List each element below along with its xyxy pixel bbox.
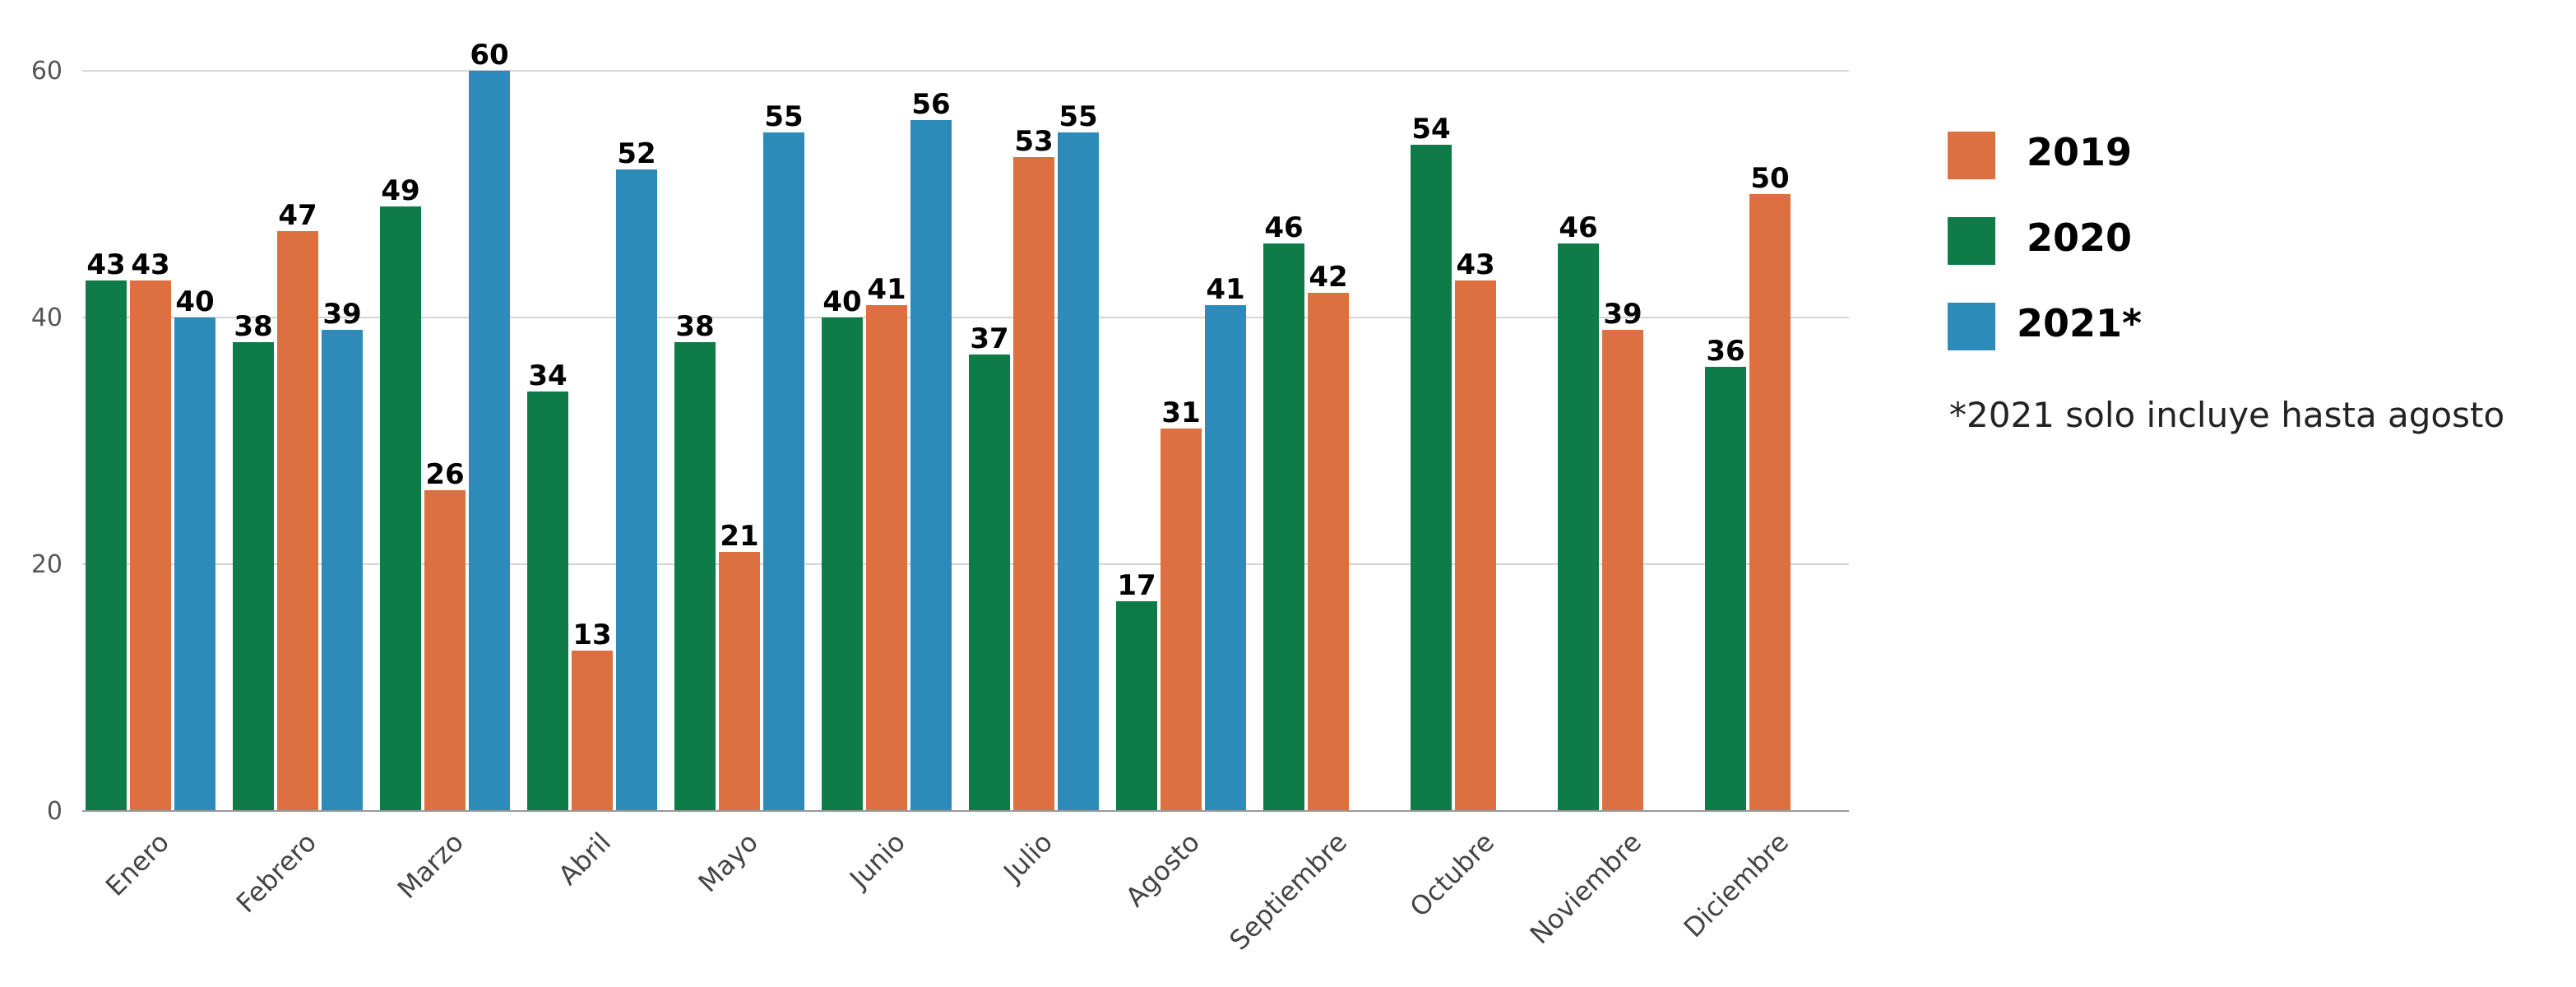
bar-2021-junio bbox=[910, 120, 952, 811]
data-label: 17 bbox=[1117, 569, 1156, 602]
data-label: 53 bbox=[1014, 125, 1053, 158]
data-label: 49 bbox=[381, 174, 419, 207]
data-label: 60 bbox=[470, 39, 508, 72]
bar-2019-enero bbox=[130, 280, 171, 811]
bar-2020-abril bbox=[527, 392, 568, 811]
data-label: 39 bbox=[322, 298, 361, 331]
x-category-label: Junio bbox=[842, 827, 911, 896]
data-label: 55 bbox=[764, 100, 803, 133]
bar-2021-julio bbox=[1058, 132, 1099, 811]
bar-2020-noviembre bbox=[1558, 243, 1599, 811]
data-label: 47 bbox=[278, 199, 317, 232]
x-category-label: Octubre bbox=[1404, 827, 1500, 923]
data-label: 43 bbox=[131, 248, 169, 281]
data-label: 21 bbox=[720, 520, 758, 553]
bar-2020-octubre bbox=[1411, 145, 1452, 811]
x-category-label: Marzo bbox=[391, 827, 470, 905]
data-label: 56 bbox=[911, 88, 950, 121]
data-label: 38 bbox=[234, 310, 272, 343]
bar-2019-junio bbox=[866, 305, 907, 811]
y-tick-label: 40 bbox=[31, 304, 63, 332]
data-label: 41 bbox=[867, 273, 906, 306]
bar-2020-marzo bbox=[380, 206, 421, 811]
data-label: 52 bbox=[617, 137, 656, 170]
y-tick-label: 60 bbox=[31, 57, 63, 86]
bar-2020-febrero bbox=[233, 342, 274, 811]
x-category-label: Diciembre bbox=[1678, 827, 1795, 943]
bars bbox=[86, 71, 1791, 811]
x-category-label: Abril bbox=[552, 827, 617, 892]
x-category-label: Noviembre bbox=[1524, 827, 1647, 950]
x-category-label: Enero bbox=[100, 827, 175, 902]
bar-2019-mayo bbox=[719, 552, 760, 811]
data-label: 50 bbox=[1750, 162, 1789, 195]
data-label: 54 bbox=[1411, 113, 1450, 146]
legend-swatch-2020 bbox=[1948, 217, 1995, 265]
bar-2020-julio bbox=[969, 354, 1010, 811]
legend-note: *2021 solo incluye hasta agosto bbox=[1949, 395, 2505, 435]
bar-2019-abril bbox=[572, 651, 613, 811]
legend-label-2020: 2020 bbox=[2027, 215, 2133, 260]
bar-2021-mayo bbox=[763, 132, 804, 811]
legend-label-2021: 2021* bbox=[2017, 301, 2143, 345]
x-category-label: Julio bbox=[996, 827, 1059, 889]
bar-2021-marzo bbox=[469, 71, 510, 811]
x-category-label: Agosto bbox=[1119, 827, 1206, 913]
data-label: 38 bbox=[675, 310, 714, 343]
bar-2021-abril bbox=[616, 169, 657, 811]
bar-2019-diciembre bbox=[1749, 194, 1791, 811]
x-category-label: Mayo bbox=[693, 827, 764, 898]
bar-2021-febrero bbox=[322, 330, 363, 811]
x-category-label: Septiembre bbox=[1223, 827, 1353, 957]
data-label: 34 bbox=[528, 359, 567, 392]
data-label: 40 bbox=[175, 285, 214, 318]
bar-2020-diciembre bbox=[1705, 367, 1746, 811]
bar-2021-enero bbox=[174, 317, 215, 811]
bar-2019-febrero bbox=[277, 231, 318, 811]
bar-2020-junio bbox=[822, 317, 863, 811]
data-label: 39 bbox=[1603, 298, 1642, 331]
data-label: 31 bbox=[1161, 396, 1200, 429]
bar-2019-marzo bbox=[424, 490, 466, 811]
bar-2020-agosto bbox=[1116, 601, 1157, 811]
data-label: 43 bbox=[1456, 248, 1494, 281]
data-label: 13 bbox=[572, 619, 611, 651]
bar-2019-noviembre bbox=[1602, 330, 1643, 811]
data-label: 55 bbox=[1059, 100, 1097, 133]
bar-2019-octubre bbox=[1455, 280, 1496, 811]
data-label: 46 bbox=[1264, 211, 1303, 244]
bar-2020-septiembre bbox=[1263, 243, 1304, 811]
y-axis-ticks: 0 20 40 60 bbox=[31, 57, 63, 826]
bar-2020-mayo bbox=[674, 342, 716, 811]
x-category-label: Febrero bbox=[230, 827, 322, 919]
data-label: 46 bbox=[1559, 211, 1597, 244]
data-label: 43 bbox=[86, 248, 125, 281]
bar-2019-septiembre bbox=[1308, 293, 1349, 811]
data-label: 42 bbox=[1309, 261, 1347, 294]
legend-swatch-2021 bbox=[1948, 303, 1995, 350]
bar-2019-julio bbox=[1013, 157, 1054, 811]
bar-2020-enero bbox=[86, 280, 127, 811]
x-axis-categories: Enero Febrero Marzo Abril Mayo Junio Julio Agos… bbox=[100, 827, 1795, 957]
data-label: 41 bbox=[1206, 273, 1244, 306]
y-tick-label: 0 bbox=[47, 797, 63, 826]
y-tick-label: 20 bbox=[31, 550, 63, 579]
bar-2019-agosto bbox=[1161, 429, 1202, 811]
legend-label-2019: 2019 bbox=[2027, 130, 2133, 174]
data-label: 36 bbox=[1706, 335, 1744, 368]
gridlines bbox=[82, 70, 1849, 565]
data-label: 26 bbox=[425, 458, 464, 491]
bar-2021-agosto bbox=[1205, 305, 1246, 811]
data-label: 40 bbox=[822, 285, 861, 318]
data-label: 37 bbox=[970, 322, 1008, 355]
legend-swatch-2019 bbox=[1948, 132, 1995, 179]
